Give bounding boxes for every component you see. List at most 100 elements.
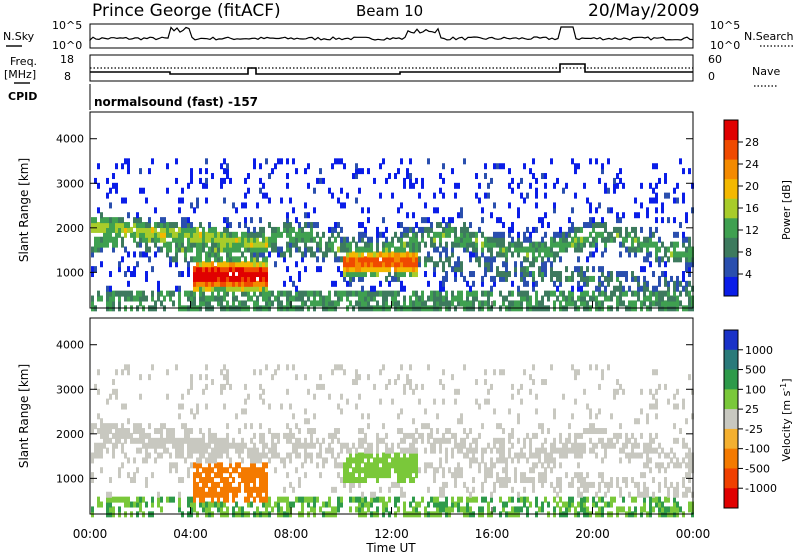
power-cell bbox=[469, 241, 472, 248]
velocity-cell bbox=[658, 486, 661, 493]
velocity-cell bbox=[442, 437, 445, 444]
velocity-cell bbox=[151, 496, 154, 503]
velocity-cell bbox=[202, 496, 205, 503]
velocity-cell bbox=[253, 477, 256, 484]
power-cell bbox=[244, 177, 247, 184]
velocity-cell bbox=[445, 447, 448, 454]
velocity-cell bbox=[424, 423, 427, 430]
velocity-cell bbox=[241, 477, 244, 484]
power-cell bbox=[664, 261, 667, 268]
power-cell bbox=[292, 207, 295, 214]
velocity-cell bbox=[676, 437, 679, 444]
power-cell bbox=[115, 187, 118, 194]
power-cell bbox=[634, 197, 637, 204]
velocity-cell bbox=[673, 437, 676, 444]
power-cell bbox=[403, 256, 406, 263]
velocity-cell bbox=[160, 428, 163, 435]
velocity-cell bbox=[631, 496, 634, 503]
velocity-cell bbox=[499, 437, 502, 444]
velocity-cell bbox=[289, 501, 292, 508]
velocity-cell bbox=[292, 486, 295, 493]
power-cell bbox=[460, 271, 463, 278]
power-cell bbox=[205, 256, 208, 263]
power-cell bbox=[589, 251, 592, 258]
velocity-cell bbox=[193, 501, 196, 508]
power-cell bbox=[403, 226, 406, 233]
power-cell bbox=[184, 290, 187, 297]
power-cell bbox=[544, 251, 547, 258]
power-cell bbox=[595, 241, 598, 248]
power-cell bbox=[304, 246, 307, 253]
velocity-cell bbox=[394, 467, 397, 474]
power-cell bbox=[523, 295, 526, 302]
power-cell bbox=[340, 256, 343, 263]
power-cell bbox=[355, 271, 358, 278]
power-cell bbox=[253, 251, 256, 258]
velocity-cell bbox=[610, 496, 613, 503]
velocity-cell bbox=[214, 501, 217, 508]
velocity-cell bbox=[412, 442, 415, 449]
velocity-cell bbox=[370, 452, 373, 459]
power-cell bbox=[208, 251, 211, 258]
velocity-cell bbox=[250, 467, 253, 474]
power-cell bbox=[112, 295, 115, 302]
power-cell bbox=[640, 300, 643, 307]
freq-tick-bottom: 8 bbox=[64, 70, 71, 83]
velocity-cell bbox=[589, 447, 592, 454]
power-cell bbox=[169, 222, 172, 229]
power-cell bbox=[634, 226, 637, 233]
power-cell bbox=[577, 163, 580, 170]
power-cell bbox=[133, 217, 136, 224]
power-cell bbox=[496, 163, 499, 170]
velocity-cell bbox=[445, 428, 448, 435]
velocity-cell bbox=[427, 462, 430, 469]
power-cell bbox=[304, 202, 307, 209]
velocity-cell bbox=[322, 383, 325, 390]
power-cell bbox=[199, 285, 202, 292]
power-cell bbox=[277, 246, 280, 253]
power-cell bbox=[508, 246, 511, 253]
power-cell bbox=[679, 251, 682, 258]
power-cell bbox=[586, 280, 589, 287]
power-cell bbox=[241, 261, 244, 268]
power-cell bbox=[196, 231, 199, 238]
power-cell bbox=[604, 222, 607, 229]
power-cell bbox=[433, 271, 436, 278]
velocity-cell bbox=[241, 408, 244, 415]
power-cell bbox=[574, 246, 577, 253]
velocity-cell bbox=[562, 452, 565, 459]
velocity-cell bbox=[109, 428, 112, 435]
power-cell bbox=[490, 241, 493, 248]
velocity-cell bbox=[508, 408, 511, 415]
velocity-cell bbox=[442, 481, 445, 488]
power-cell bbox=[193, 226, 196, 233]
power-cell bbox=[325, 300, 328, 307]
power-cell bbox=[646, 285, 649, 292]
power-cell bbox=[361, 222, 364, 229]
velocity-cell bbox=[349, 486, 352, 493]
power-cell bbox=[511, 236, 514, 243]
velocity-cell bbox=[631, 442, 634, 449]
colorbar-tick-label: 1000 bbox=[745, 344, 773, 357]
velocity-cell bbox=[580, 432, 583, 439]
velocity-cell bbox=[574, 442, 577, 449]
power-cell bbox=[661, 202, 664, 209]
velocity-cell bbox=[103, 432, 106, 439]
velocity-cell bbox=[127, 369, 130, 376]
velocity-cell bbox=[607, 481, 610, 488]
power-cell bbox=[406, 226, 409, 233]
velocity-cell bbox=[331, 486, 334, 493]
velocity-cell bbox=[424, 447, 427, 454]
power-cell bbox=[304, 212, 307, 219]
velocity-cell bbox=[205, 457, 208, 464]
power-cell bbox=[178, 271, 181, 278]
velocity-cell bbox=[226, 491, 229, 498]
power-cell bbox=[550, 271, 553, 278]
power-cell bbox=[172, 231, 175, 238]
velocity-cell bbox=[118, 432, 121, 439]
power-cell bbox=[589, 231, 592, 238]
velocity-cell bbox=[649, 501, 652, 508]
power-cell bbox=[247, 246, 250, 253]
velocity-cell bbox=[331, 452, 334, 459]
velocity-cell bbox=[409, 467, 412, 474]
